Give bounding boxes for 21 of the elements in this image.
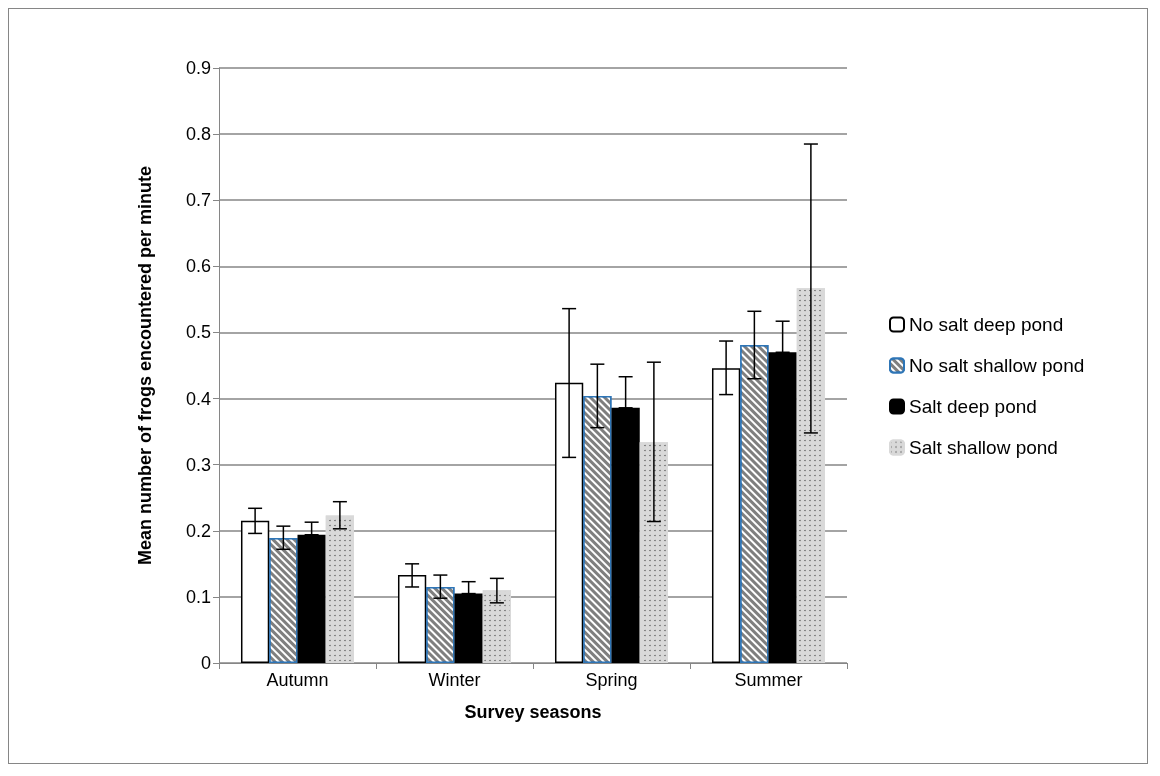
y-tick-label: 0.2	[185, 520, 211, 541]
legend-label: Salt shallow pond	[909, 437, 1058, 458]
legend-label: Salt deep pond	[909, 396, 1037, 417]
y-tick-label: 0.9	[185, 58, 211, 78]
x-tick-label: Winter	[428, 670, 481, 690]
y-tick-label: 0.1	[185, 586, 211, 607]
y-tick-label: 0.6	[185, 256, 211, 277]
legend-label: No salt deep pond	[909, 314, 1064, 335]
bar	[611, 407, 640, 663]
x-tick-label: Summer	[734, 670, 803, 690]
y-tick-label: 0	[200, 653, 211, 673]
x-tick-label: Autumn	[266, 670, 329, 690]
y-tick-label: 0.3	[185, 454, 211, 475]
y-axis-title: Mean number of frogs encountered per minute	[135, 165, 155, 566]
x-axis-title: Survey seasons	[464, 702, 602, 722]
y-tick-label: 0.5	[185, 322, 211, 343]
x-tick-label: Spring	[585, 670, 638, 690]
y-tick-label: 0.7	[185, 190, 211, 211]
y-tick-label: 0.4	[185, 388, 211, 409]
y-tick-label: 0.8	[185, 124, 211, 145]
legend-label: No salt shallow pond	[909, 355, 1085, 376]
